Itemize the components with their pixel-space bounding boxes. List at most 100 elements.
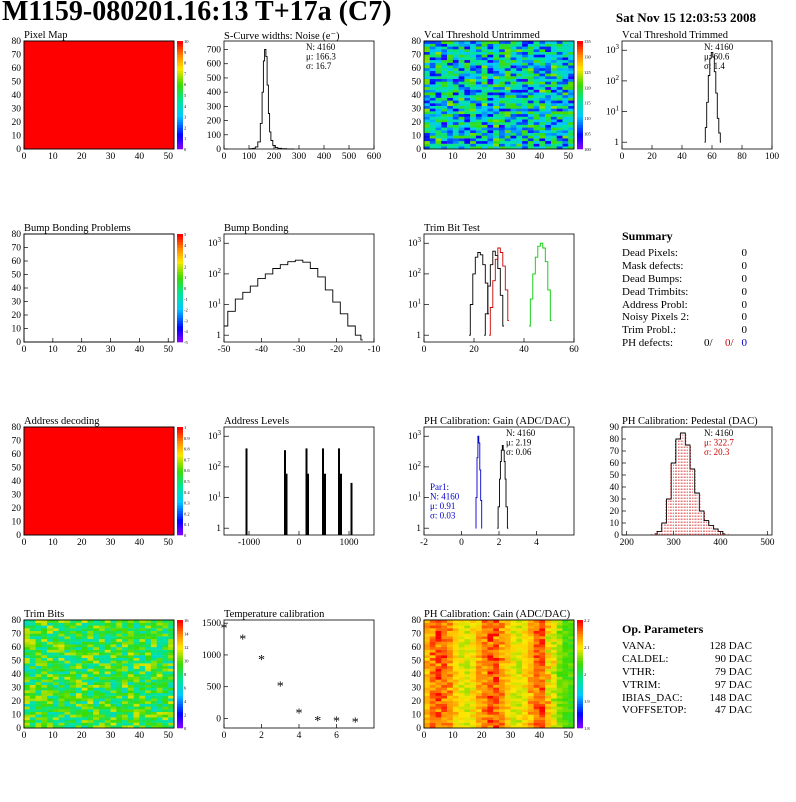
heatmap-cell: [29, 633, 36, 637]
heatmap-cell: [510, 671, 517, 675]
heatmap-cell: [424, 717, 430, 721]
heatmap-cell: [29, 641, 36, 645]
heatmap-cell: [550, 132, 557, 136]
heatmap-cell: [527, 119, 534, 123]
heatmap-cell: [104, 625, 111, 629]
heatmap-cell: [116, 649, 123, 653]
heatmap-cell: [522, 706, 529, 710]
heatmap-cell: [464, 690, 471, 694]
heatmap-cell: [470, 719, 477, 723]
heatmap-cell: [568, 100, 575, 104]
heatmap-cell: [452, 701, 459, 704]
heatmap-cell: [539, 649, 546, 653]
heatmap-cell: [522, 644, 529, 648]
heatmap-cell: [568, 49, 575, 52]
heatmap-cell: [441, 668, 448, 672]
heatmap-cell: [516, 124, 523, 128]
heatmap-cell: [550, 43, 557, 47]
heatmap-cell: [539, 122, 546, 125]
heatmap-cell: [504, 49, 511, 52]
heatmap-cell: [545, 671, 552, 675]
heatmap-cell: [550, 703, 557, 707]
heatmap-cell: [481, 701, 488, 704]
heatmap-cell: [475, 51, 482, 55]
y-tick-label: 300: [207, 102, 222, 112]
heatmap-cell: [539, 625, 546, 629]
heatmap-cell: [441, 719, 448, 723]
heatmap-cell: [441, 97, 448, 101]
heatmap-cell: [447, 95, 454, 98]
heatmap-cell: [470, 124, 477, 128]
heatmap-cell: [464, 620, 471, 623]
heatmap-cell: [24, 647, 30, 650]
heatmap-cell: [458, 73, 465, 77]
palette-swatch: [577, 701, 583, 704]
heatmap-cell: [545, 116, 552, 120]
heatmap-cell: [133, 652, 140, 656]
heatmap-cell: [522, 65, 529, 69]
heatmap-cell: [52, 622, 59, 626]
heatmap-cell: [458, 100, 465, 104]
heatmap-cell: [435, 130, 442, 133]
heatmap-cell: [510, 719, 517, 723]
heatmap-cell: [510, 655, 517, 658]
heatmap-cell: [156, 652, 163, 656]
heatmap-cell: [487, 663, 494, 667]
heatmap-cell: [29, 657, 36, 661]
heatmap-cell: [447, 51, 454, 55]
heatmap-cell: [504, 628, 511, 631]
heatmap-cell: [556, 652, 563, 656]
heatmap-cell: [429, 140, 436, 144]
chart-title: Trim Bit Test: [424, 223, 480, 234]
heatmap-cell: [116, 660, 123, 664]
heatmap-cell: [527, 638, 534, 642]
heatmap-cell: [424, 719, 430, 723]
heatmap-cell: [145, 703, 152, 707]
heatmap-cell: [110, 652, 117, 656]
heatmap-cell: [435, 95, 442, 98]
heatmap-cell: [70, 692, 77, 696]
heatmap-cell: [545, 620, 552, 623]
heatmap-cell: [504, 652, 511, 656]
heatmap-cell: [556, 722, 563, 726]
heatmap-cell: [487, 636, 494, 640]
heatmap-cell: [139, 668, 146, 672]
page-title: M1159-080201.16:13 T+17a (C7): [2, 0, 392, 27]
heatmap-cell: [47, 706, 54, 710]
heatmap-cell: [493, 124, 500, 128]
heatmap-cell: [493, 620, 500, 623]
heatmap-cell: [510, 674, 517, 677]
heatmap-cell: [550, 620, 557, 623]
heatmap-cell: [458, 135, 465, 139]
heatmap-cell: [41, 717, 48, 721]
heatmap-cell: [545, 625, 552, 629]
heatmap-cell: [510, 701, 517, 704]
heatmap-cell: [127, 671, 134, 675]
heatmap-cell: [487, 657, 494, 661]
y-tick-label: 10: [412, 132, 422, 142]
heatmap-cell: [470, 103, 477, 106]
heatmap-cell: [122, 625, 129, 629]
heatmap-cell: [127, 641, 134, 645]
heatmap-cell: [487, 628, 494, 631]
heatmap-cell: [545, 68, 552, 71]
heatmap-cell: [493, 135, 500, 139]
heatmap-cell: [441, 43, 448, 47]
y-tick-label: 0: [614, 531, 619, 541]
heatmap-cell: [29, 676, 36, 680]
heatmap-cell: [481, 684, 488, 688]
heatmap-cell: [527, 649, 534, 653]
heatmap-cell: [441, 644, 448, 648]
heatmap-cell: [499, 719, 505, 723]
heatmap-cell: [441, 59, 448, 63]
palette-swatch: [577, 62, 583, 66]
heatmap-cell: [447, 660, 454, 664]
heatmap-cell: [481, 660, 488, 664]
heatmap-cell: [562, 103, 569, 106]
heatmap-cell: [116, 706, 123, 710]
heatmap-cell: [545, 701, 552, 704]
heatmap-cell: [475, 103, 482, 106]
palette-swatch: [177, 271, 183, 275]
heatmap-cell: [556, 709, 563, 712]
heatmap-cell: [556, 638, 563, 642]
